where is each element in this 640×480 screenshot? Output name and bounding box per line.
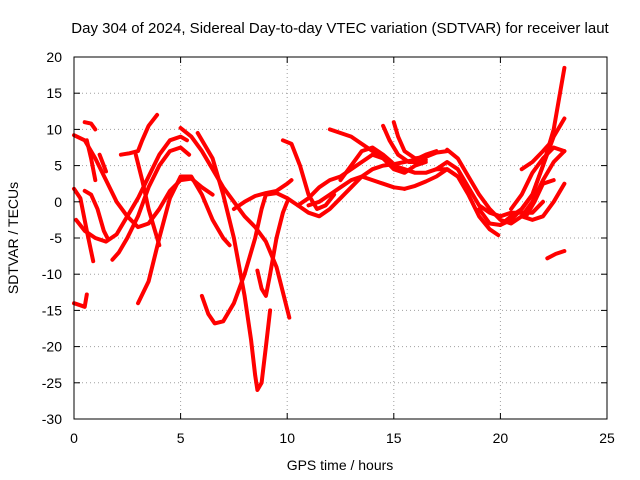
series-arc-03	[72, 292, 89, 309]
series-arc-13	[178, 126, 292, 320]
y-tick-label: -20	[42, 339, 62, 355]
axis-ticks: 0 5 10 15 20 25 -30 -25 -20 -15 -10 -5 0 5 10 15 20	[42, 49, 615, 446]
series-arc-06	[82, 188, 111, 242]
x-tick-label: 20	[493, 430, 509, 446]
x-tick-label: 15	[386, 430, 402, 446]
series-arc-23	[338, 145, 394, 183]
series-arc-18	[280, 138, 337, 211]
y-tick-label: -10	[42, 266, 62, 282]
y-tick-label: 15	[46, 85, 62, 101]
series-arc-34	[524, 178, 556, 219]
series-arc-26	[402, 167, 501, 238]
y-tick-label: 0	[54, 194, 62, 210]
series-arc-31	[509, 145, 567, 211]
series-arc-33	[519, 141, 552, 172]
series-arc-07	[84, 138, 98, 183]
series-arc-16	[255, 199, 290, 298]
y-tick-label: -15	[42, 302, 62, 318]
series-arc-20	[295, 152, 428, 208]
x-tick-label: 5	[177, 430, 185, 446]
chart-title: Day 304 of 2024, Sidereal Day-to-day VTE…	[71, 20, 609, 37]
series-arc-35	[545, 249, 567, 261]
series-arc-32	[519, 181, 567, 222]
series-arc-11	[133, 152, 162, 248]
y-tick-label: 10	[46, 121, 62, 137]
y-tick-label: 5	[54, 158, 62, 174]
series-arc-17	[231, 178, 294, 211]
y-tick-label: -30	[42, 411, 62, 427]
series-arc-10	[118, 112, 160, 157]
y-tick-label: -25	[42, 375, 62, 391]
series-arc-25	[391, 120, 450, 161]
x-tick-label: 10	[279, 430, 295, 446]
x-tick-label: 25	[599, 430, 615, 446]
series-arc-21	[306, 174, 407, 208]
x-tick-label: 0	[70, 430, 78, 446]
data-series	[72, 65, 567, 392]
series-arc-08	[97, 152, 108, 174]
series-arc-02	[72, 186, 96, 264]
grid	[74, 57, 607, 419]
series-arc-14	[195, 131, 273, 392]
y-tick-label: -5	[50, 230, 63, 246]
y-axis-label: SDTVAR / TECUs	[5, 182, 21, 294]
series-arc-04	[74, 134, 189, 244]
plot-frame	[73, 56, 608, 420]
series-arc-01	[72, 133, 215, 230]
y-tick-label: 20	[46, 49, 62, 65]
series-arc-09	[110, 145, 192, 262]
series-arc-24	[381, 123, 428, 164]
series-arc-30	[498, 65, 567, 227]
series-arc-05	[82, 120, 98, 132]
x-axis-label: GPS time / hours	[287, 457, 394, 473]
series-arc-12	[136, 174, 232, 306]
